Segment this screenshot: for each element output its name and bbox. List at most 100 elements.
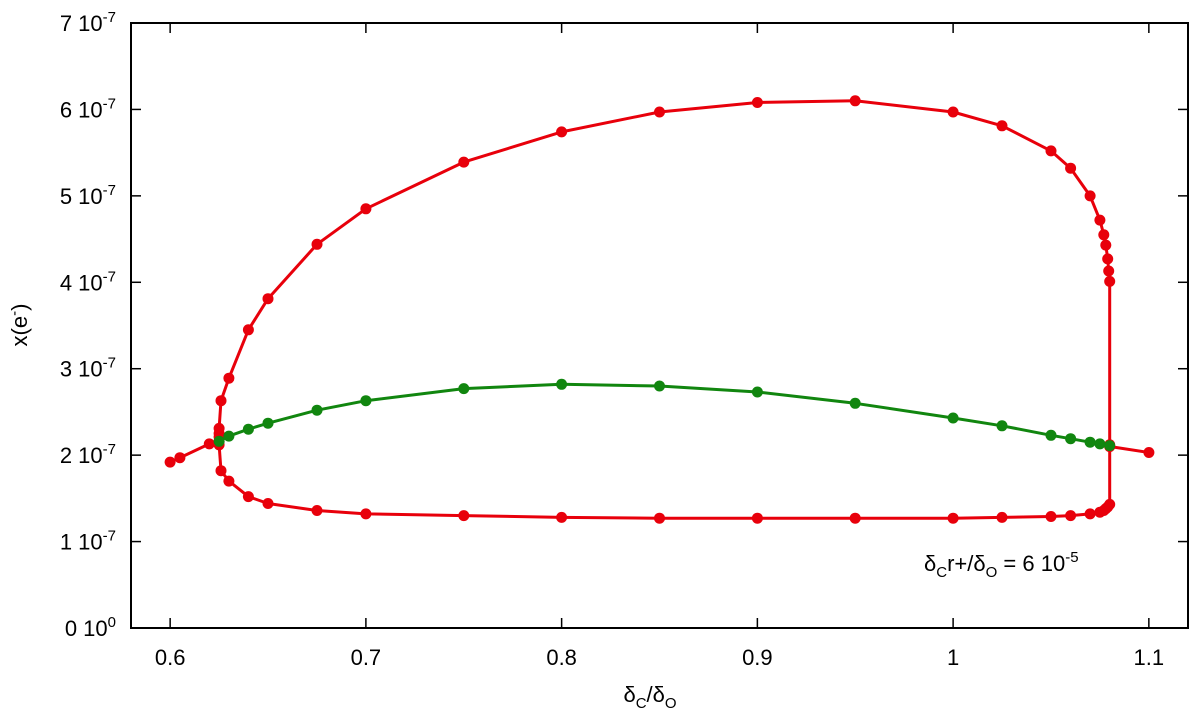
data-point (849, 512, 861, 524)
data-point (215, 465, 227, 477)
data-point (1065, 433, 1077, 445)
data-point (1084, 190, 1096, 202)
data-point (1084, 508, 1096, 520)
x-axis-label-delta-c: δ (623, 682, 635, 707)
data-point (1104, 498, 1116, 510)
data-point (556, 378, 568, 390)
y-tick-label: 5 10-7 (60, 182, 116, 209)
x-axis-label-sub-o: O (665, 695, 677, 712)
y-tick-label: 4 10-7 (60, 268, 116, 295)
data-point (1104, 440, 1116, 452)
annotation-sub-o: O (986, 564, 998, 581)
plot-frame (130, 22, 1189, 629)
axis-ticks: 0.6 0.7 0.8 0.9 1 1.1 0 100 1 10-7 2 10-7 3 10-7 4… (60, 9, 1188, 670)
data-point (223, 430, 235, 442)
data-point (1094, 214, 1106, 226)
data-point (1065, 510, 1077, 522)
data-point (262, 498, 274, 509)
x-tick-label: 0.8 (546, 645, 577, 670)
x-tick-label: 1 (947, 645, 959, 670)
data-point (1045, 511, 1057, 522)
data-point (556, 126, 568, 138)
data-point (1103, 265, 1115, 277)
data-point (654, 380, 665, 392)
x-tick-label: 0.7 (351, 645, 382, 670)
y-axis-label-close: ) (7, 304, 32, 311)
y-tick-label: 7 10-7 (60, 9, 116, 36)
series-line (218, 382, 1110, 448)
data-point (203, 438, 215, 450)
series-2 (213, 378, 1116, 452)
y-tick-label: 0 100 (65, 614, 116, 641)
x-axis-label-sub-c: C (636, 695, 647, 712)
data-point (849, 95, 861, 107)
data-point (996, 420, 1008, 432)
annotation: δCr+/δO = 6 10-5 (924, 549, 1079, 581)
x-tick-label: 0.6 (155, 645, 186, 670)
data-point (1065, 162, 1077, 174)
data-point (1045, 429, 1057, 441)
data-point (458, 156, 470, 168)
annotation-eq: = 6 10 (997, 551, 1065, 576)
y-tick-label: 2 10-7 (60, 441, 116, 468)
data-point (458, 383, 470, 395)
data-point (213, 435, 225, 447)
data-point (311, 404, 323, 416)
y-axis-label: x(e-) (6, 304, 32, 347)
data-point (751, 386, 763, 398)
data-point (947, 512, 959, 524)
data-point (1104, 275, 1116, 287)
data-point (223, 372, 235, 384)
data-point (654, 106, 665, 118)
data-point (1045, 145, 1057, 157)
series-1 (213, 439, 1116, 524)
y-tick-label: 1 10-7 (60, 528, 116, 555)
annotation-exp: -5 (1065, 549, 1078, 566)
y-tick-label: 3 10-7 (60, 355, 116, 382)
data-point (215, 395, 227, 407)
series-0 (164, 95, 1155, 468)
data-point (849, 397, 861, 409)
data-point (1094, 438, 1106, 450)
y-tick-label: 6 10-7 (60, 95, 116, 122)
data-point (174, 452, 186, 464)
data-point (458, 510, 470, 522)
x-axis-label-delta-o: /δ (647, 682, 665, 707)
data-point (654, 512, 665, 524)
series-line (217, 444, 1112, 520)
data-point (1098, 229, 1110, 241)
data-point (556, 511, 568, 523)
data-point (242, 324, 254, 336)
data-point (164, 456, 176, 468)
x-tick-label: 0.9 (742, 645, 773, 670)
data-point (262, 417, 274, 429)
data-point (1100, 239, 1112, 251)
data-point (1102, 253, 1114, 265)
annotation-sub-c: C (936, 564, 947, 581)
data-point (947, 106, 959, 118)
data-point (360, 203, 372, 215)
y-axis-label-text: x(e (7, 316, 32, 347)
data-point (262, 293, 274, 305)
data-point (223, 475, 235, 487)
data-point (1143, 447, 1155, 458)
data-point (996, 120, 1008, 132)
data-point (947, 412, 959, 424)
data-point (213, 422, 225, 434)
data-point (360, 395, 372, 407)
x-tick-label: 1.1 (1134, 645, 1165, 670)
data-point (1084, 436, 1096, 448)
data-point (311, 238, 323, 250)
data-point (242, 423, 254, 435)
data-point (360, 508, 372, 520)
data-point (996, 511, 1008, 523)
x-axis-label: δC/δO (623, 682, 676, 712)
series-layer (164, 95, 1155, 524)
data-point (751, 97, 763, 108)
data-point (751, 512, 763, 524)
data-point (311, 505, 323, 516)
y-axis-label-sup: - (6, 311, 23, 316)
data-point (242, 491, 254, 503)
annotation-mid: r+/δ (947, 551, 986, 576)
